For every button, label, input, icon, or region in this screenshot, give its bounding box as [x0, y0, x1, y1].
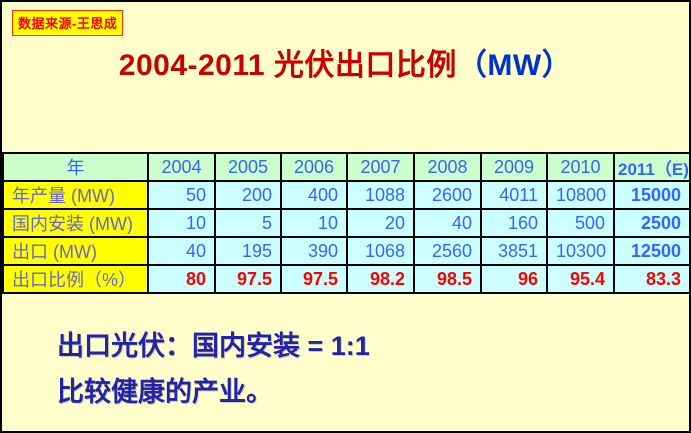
table-corner-cell: 年: [2, 152, 149, 182]
value-cell: 97.5: [214, 264, 282, 294]
value-cell: 10: [280, 208, 348, 238]
table-header-year-cell: 2011（E): [613, 152, 689, 182]
row-label-cell: 出口 (MW): [2, 236, 149, 266]
table-header-year-cell: 2007: [346, 152, 415, 182]
data-source-badge: 数据来源-王思成: [12, 10, 124, 36]
value-cell: 4011: [480, 180, 548, 210]
value-cell: 83.3: [613, 264, 689, 294]
value-cell: 390: [280, 236, 348, 266]
value-cell: 95.4: [546, 264, 615, 294]
value-cell: 3851: [480, 236, 548, 266]
table-row: 出口 (MW) 40 195 390 1068 2560 3851 10300 12500: [2, 236, 689, 266]
row-label-cell: 国内安装 (MW): [2, 208, 149, 238]
data-table: 年 2004 2005 2006 2007 2008 2009 2010 2011（E) 年产量 …: [2, 152, 689, 294]
table-header-year-cell: 2009: [480, 152, 548, 182]
value-cell: 10800: [546, 180, 615, 210]
conclusion-line-1: 出口光伏：国内安装 = 1:1: [57, 331, 370, 361]
value-cell: 96: [480, 264, 548, 294]
table-row: 国内安装 (MW) 10 5 10 20 40 160 500 2500: [2, 208, 689, 238]
value-cell: 50: [147, 180, 216, 210]
value-cell: 1068: [346, 236, 415, 266]
value-cell: 5: [214, 208, 282, 238]
page-title: 2004-2011 光伏出口比例（MW）: [2, 40, 689, 84]
table-body: 年 2004 2005 2006 2007 2008 2009 2010 2011（E) 年产量 …: [2, 152, 689, 294]
value-cell: 12500: [613, 236, 689, 266]
value-cell: 10300: [546, 236, 615, 266]
value-cell: 195: [214, 236, 282, 266]
table-header-year-cell: 2008: [413, 152, 482, 182]
value-cell: 2600: [413, 180, 482, 210]
conclusion-line-2: 比较健康的产业。: [57, 377, 273, 407]
table-row: 年产量 (MW) 50 200 400 1088 2600 4011 10800 15000: [2, 180, 689, 210]
value-cell: 10: [147, 208, 216, 238]
title-unit-blue: （MW）: [456, 49, 573, 82]
value-cell: 98.2: [346, 264, 415, 294]
table-container: 年 2004 2005 2006 2007 2008 2009 2010 2011（E) 年产量 …: [2, 152, 689, 294]
row-label-cell: 年产量 (MW): [2, 180, 149, 210]
value-cell: 200: [214, 180, 282, 210]
row-label-cell: 出口比例（%）: [2, 264, 149, 294]
table-header-year-cell: 2004: [147, 152, 216, 182]
value-cell: 1088: [346, 180, 415, 210]
value-cell: 80: [147, 264, 216, 294]
value-cell: 40: [413, 208, 482, 238]
table-row: 出口比例（%） 80 97.5 97.5 98.2 98.5 96 95.4 83.3: [2, 264, 689, 294]
title-text-red: 2004-2011 光伏出口比例: [118, 49, 457, 82]
value-cell: 160: [480, 208, 548, 238]
value-cell: 40: [147, 236, 216, 266]
table-header-year-cell: 2006: [280, 152, 348, 182]
value-cell: 97.5: [280, 264, 348, 294]
value-cell: 20: [346, 208, 415, 238]
table-header-row: 年 2004 2005 2006 2007 2008 2009 2010 2011（E): [2, 152, 689, 182]
value-cell: 500: [546, 208, 615, 238]
value-cell: 400: [280, 180, 348, 210]
value-cell: 15000: [613, 180, 689, 210]
value-cell: 98.5: [413, 264, 482, 294]
value-cell: 2500: [613, 208, 689, 238]
table-header-year-cell: 2010: [546, 152, 615, 182]
value-cell: 2560: [413, 236, 482, 266]
table-header-year-cell: 2005: [214, 152, 282, 182]
